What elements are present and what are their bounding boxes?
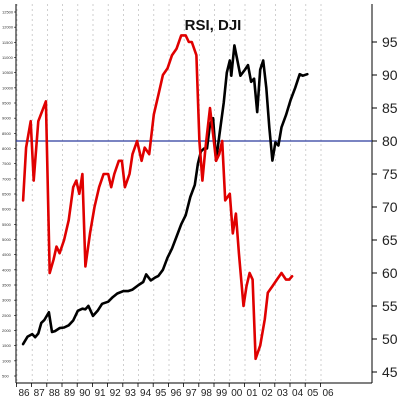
x-tick-label: 89 <box>64 388 76 399</box>
left-tick-label: 1000 <box>2 358 12 363</box>
x-tick-label: 00 <box>231 388 243 399</box>
left-tick-label: 12500 <box>2 10 14 15</box>
left-tick-label: 500 <box>2 374 9 379</box>
series-line-rsi <box>21 34 294 361</box>
x-tick-label: 06 <box>322 388 334 399</box>
x-tick-label: 05 <box>307 388 319 399</box>
left-tick-label: 5500 <box>2 222 12 227</box>
x-tick-label: 87 <box>34 388 46 399</box>
left-tick-label: 11000 <box>2 55 14 60</box>
x-tick-label: 92 <box>110 388 122 399</box>
left-tick-label: 4000 <box>2 267 12 272</box>
left-tick-label: 1500 <box>2 343 12 348</box>
x-tick-label: 04 <box>292 388 304 399</box>
x-tick-label: 01 <box>246 388 258 399</box>
left-tick-label: 8500 <box>2 131 12 136</box>
left-tick-label: 3500 <box>2 283 12 288</box>
left-tick-label: 10500 <box>2 70 14 75</box>
right-tick-label: 75 <box>382 166 398 182</box>
left-tick-label: 9000 <box>2 116 12 121</box>
x-tick-label: 03 <box>277 388 289 399</box>
left-tick-label: 6000 <box>2 207 12 212</box>
left-tick-label: 7500 <box>2 161 12 166</box>
x-tick-label: 91 <box>94 388 106 399</box>
x-tick-label: 02 <box>262 388 274 399</box>
x-tick-label: 88 <box>49 388 61 399</box>
left-tick-label: 12000 <box>2 25 14 30</box>
right-tick-label: 80 <box>382 133 398 149</box>
left-tick-label: 2000 <box>2 328 12 333</box>
left-tick-label: 3000 <box>2 298 12 303</box>
x-tick-label: 93 <box>125 388 137 399</box>
left-tick-label: 11500 <box>2 40 14 45</box>
left-tick-label: 5000 <box>2 237 12 242</box>
left-tick-label: 8000 <box>2 146 12 151</box>
right-tick-label: 70 <box>382 199 398 215</box>
right-tick-label: 60 <box>382 265 398 281</box>
left-tick-label: 10000 <box>2 85 14 90</box>
x-tick-label: 94 <box>140 388 152 399</box>
x-tick-label: 98 <box>201 388 213 399</box>
right-tick-label: 95 <box>382 34 398 50</box>
series-line-dji <box>21 44 309 346</box>
x-tick-label: 96 <box>170 388 182 399</box>
left-tick-label: 7000 <box>2 176 12 181</box>
x-tick-label: 99 <box>216 388 228 399</box>
x-tick-label: 95 <box>155 388 167 399</box>
right-tick-label: 45 <box>382 364 398 380</box>
left-tick-label: 9500 <box>2 101 12 106</box>
right-tick-label: 90 <box>382 67 398 83</box>
x-tick-label: 86 <box>18 388 30 399</box>
right-tick-label: 65 <box>382 232 398 248</box>
right-tick-label: 85 <box>382 100 398 116</box>
left-tick-label: 4500 <box>2 252 12 257</box>
axis-layer: 1250012000115001100010500100009500900085… <box>2 4 398 399</box>
x-tick-label: 97 <box>186 388 198 399</box>
grid-layer <box>16 4 322 383</box>
right-tick-label: 55 <box>382 298 398 314</box>
chart-title: RSI, DJI <box>185 17 242 34</box>
left-tick-label: 6500 <box>2 192 12 197</box>
right-tick-label: 50 <box>382 331 398 347</box>
x-tick-label: 90 <box>79 388 91 399</box>
series-layer <box>21 34 309 361</box>
left-tick-label: 2500 <box>2 313 12 318</box>
